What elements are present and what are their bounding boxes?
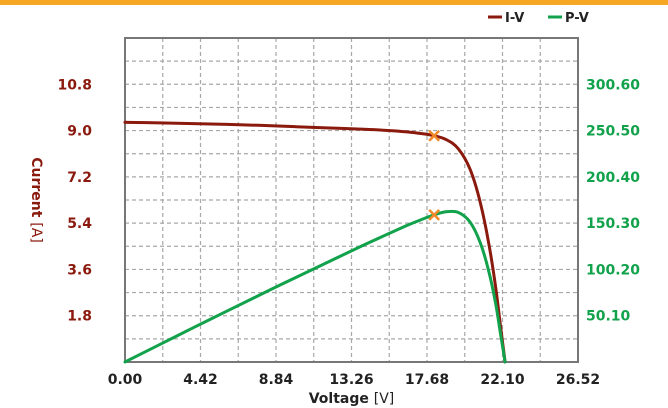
mpp-marker-p-v	[428, 208, 441, 221]
x-tick-label: 26.52	[556, 372, 600, 388]
y-left-tick-label: 5.4	[67, 216, 92, 232]
series-line-i-v	[123, 120, 507, 364]
y-left-axis-unit: [A]	[28, 222, 44, 243]
marker-layer	[428, 129, 441, 221]
mpp-marker-stroke	[428, 129, 441, 142]
y-right-tick-label: 150.30	[586, 216, 640, 232]
y-left-tick-label: 9.0	[67, 124, 92, 140]
mpp-marker-i-v	[428, 129, 441, 142]
legend-label-iv: I-V	[505, 11, 524, 26]
y-left-axis-label: Current	[28, 157, 44, 218]
grid	[125, 38, 578, 362]
y-right-tick-label: 200.40	[586, 170, 640, 186]
y-left-axis-title: Current [A]	[28, 157, 44, 243]
mpp-marker-stroke	[428, 208, 441, 221]
x-tick-label: 4.42	[183, 372, 218, 388]
top-accent-bar	[0, 0, 668, 5]
x-tick-label: 17.68	[405, 372, 449, 388]
y-left-tick-label: 3.6	[67, 262, 92, 278]
x-axis-label: Voltage	[309, 391, 369, 407]
x-axis-ticks: 0.00 4.42 8.84 13.26 17.68 22.10 26.52	[108, 372, 600, 388]
x-tick-label: 8.84	[259, 372, 294, 388]
y-right-tick-label: 100.20	[586, 262, 640, 278]
series-layer	[123, 120, 507, 364]
x-axis-title: Voltage [V]	[309, 391, 395, 407]
y-left-tick-label: 10.8	[57, 77, 92, 93]
x-axis-unit: [V]	[374, 391, 395, 407]
legend-label-pv: P-V	[565, 11, 589, 26]
x-tick-label: 22.10	[480, 372, 525, 388]
series-line-p-v	[123, 209, 507, 364]
plot-frame	[124, 37, 579, 363]
y-right-axis-ticks: 50.10 100.20 150.30 200.40 250.50 300.60	[586, 77, 640, 324]
y-right-tick-label: 50.10	[586, 309, 631, 325]
x-tick-label: 0.00	[108, 372, 143, 388]
y-right-tick-label: 300.60	[586, 77, 640, 93]
x-tick-label: 13.26	[329, 372, 373, 388]
y-left-tick-label: 1.8	[67, 309, 92, 325]
y-left-tick-label: 7.2	[67, 170, 92, 186]
y-left-axis-ticks: 1.8 3.6 5.4 7.2 9.0 10.8	[57, 77, 92, 324]
legend: I-V P-V	[488, 11, 589, 26]
y-right-tick-label: 250.50	[586, 124, 640, 140]
